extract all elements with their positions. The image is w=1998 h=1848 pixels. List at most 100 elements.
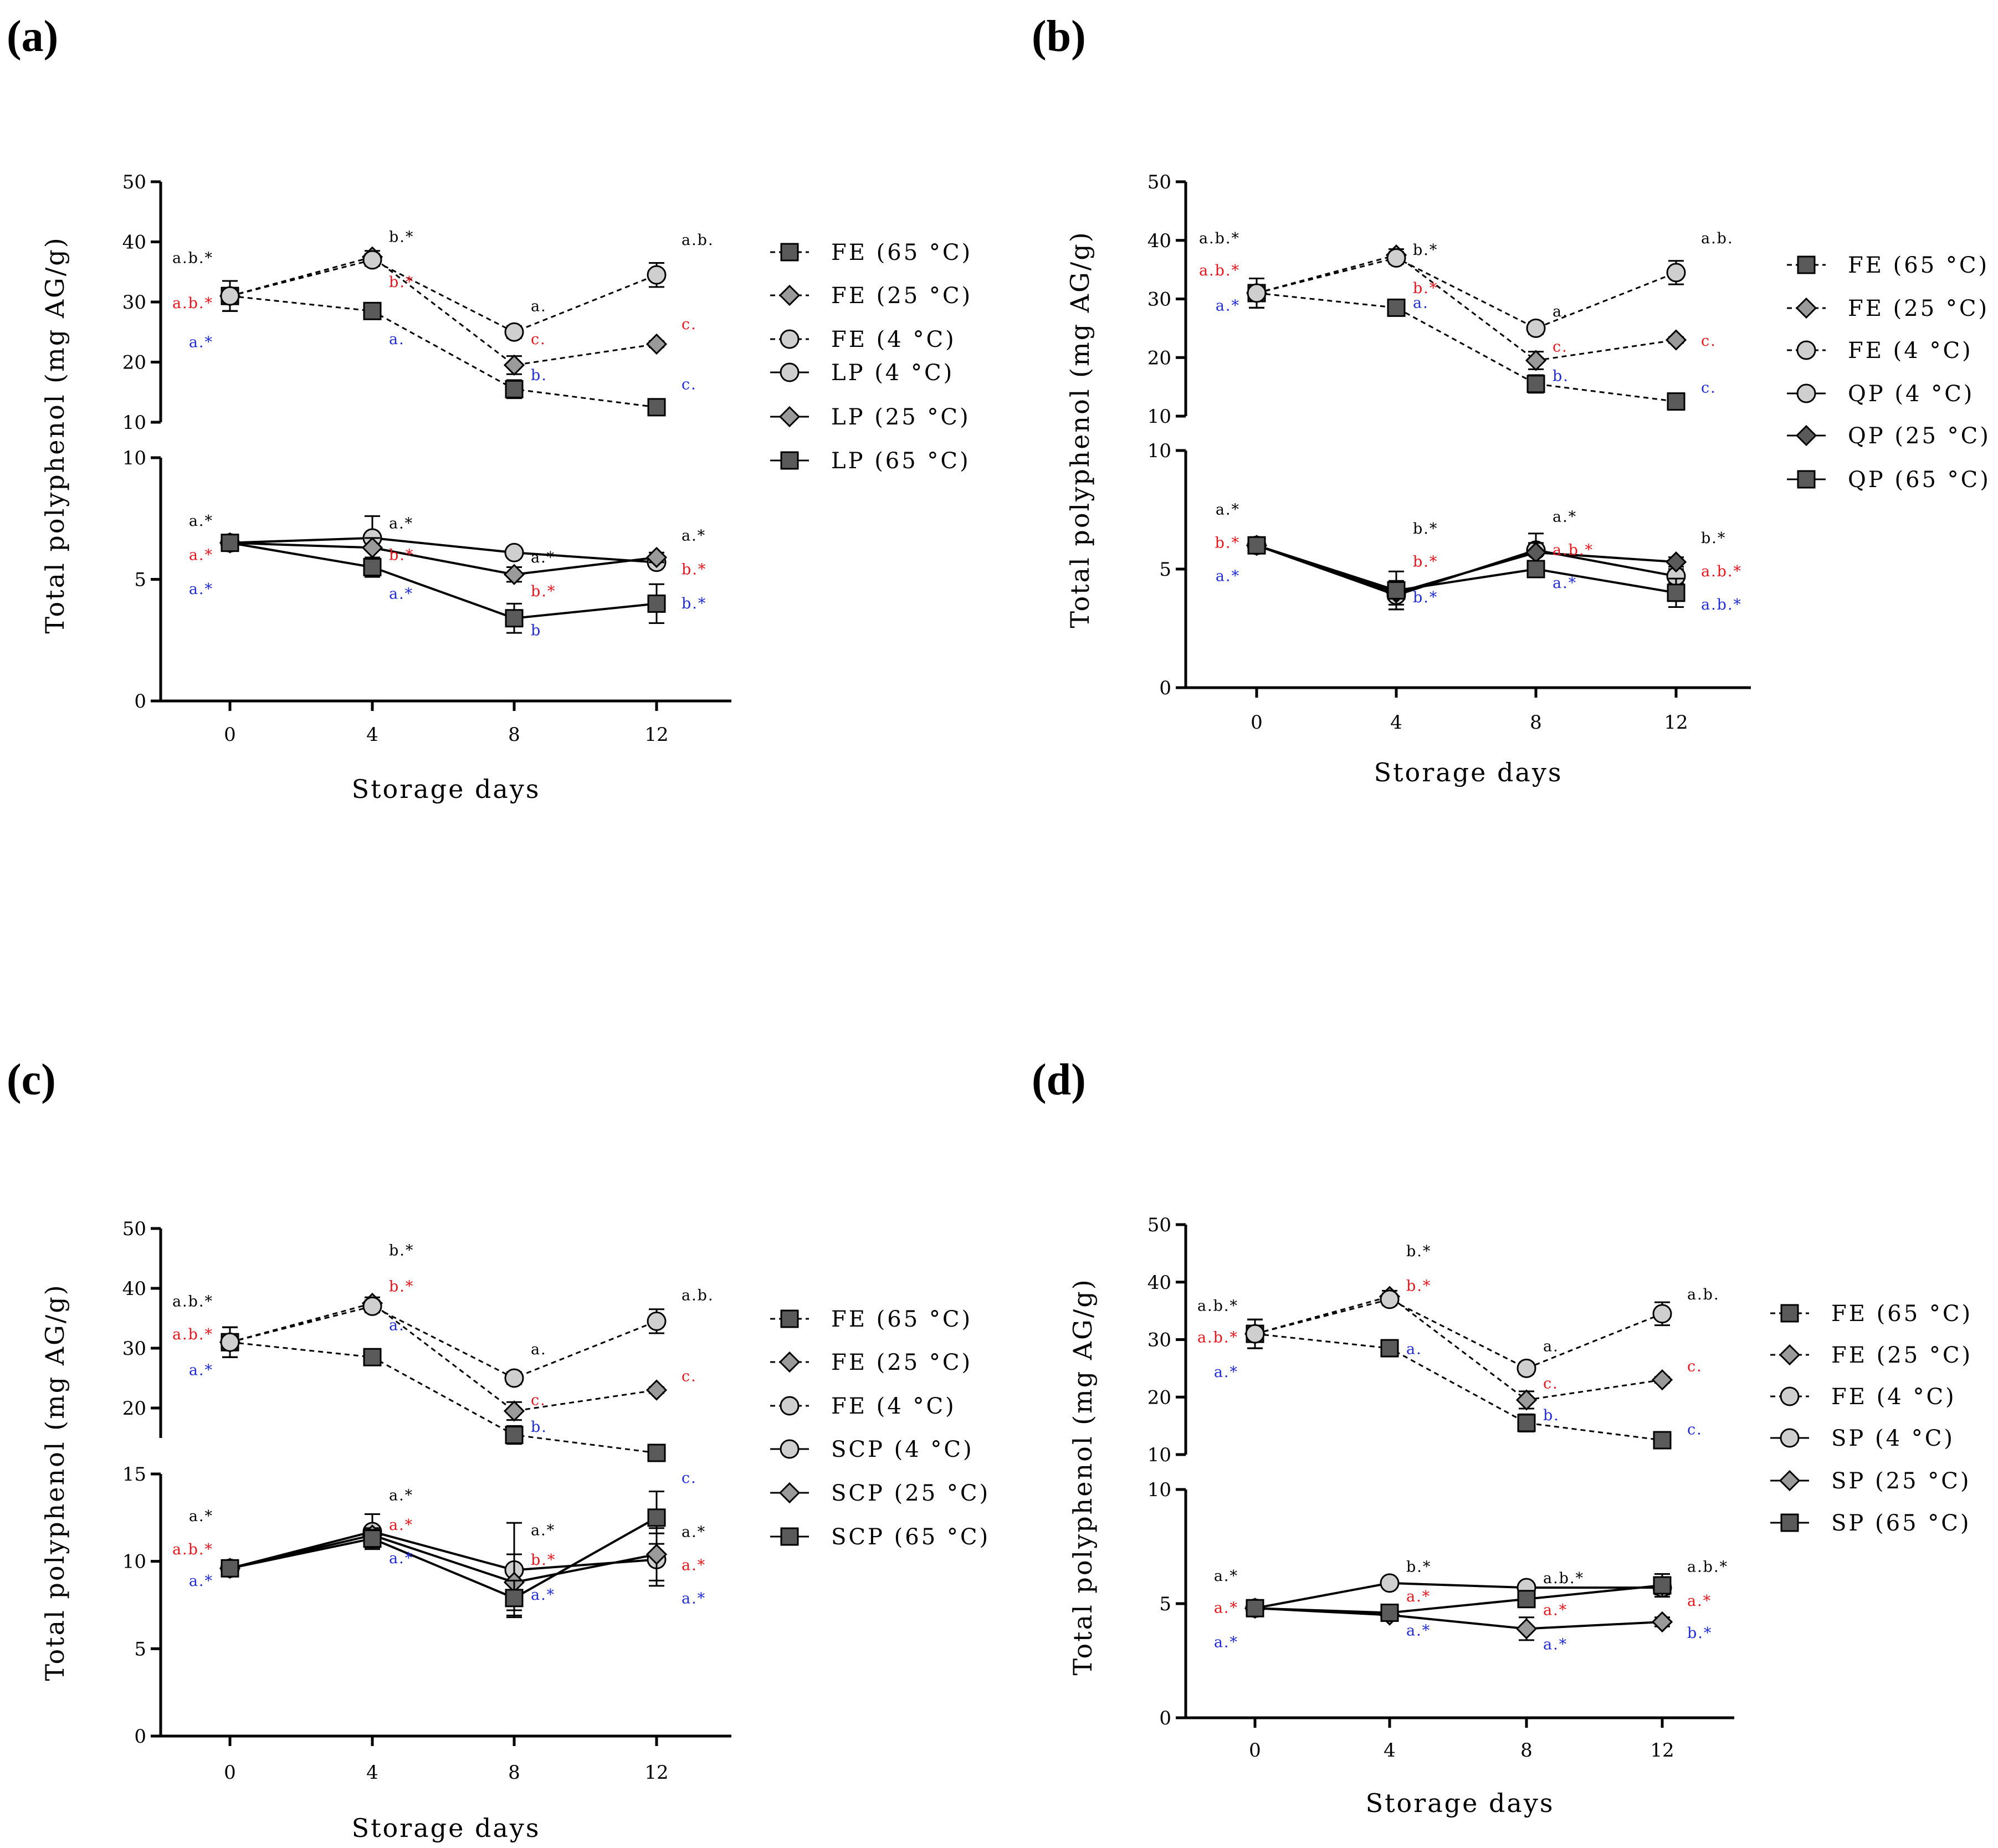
panel-d-annotation-18: a.b.* bbox=[1543, 1570, 1584, 1587]
panel-c-series-fe-25-c-point-2 bbox=[503, 1400, 525, 1422]
panel-d-series-fe-4-c-point-2 bbox=[1517, 1358, 1536, 1378]
panel-d-annotation-4: b.* bbox=[1406, 1277, 1431, 1294]
panel-b-annotation-2: a.* bbox=[1216, 298, 1240, 315]
panel-a-series-lp-25-c-line bbox=[229, 541, 657, 576]
panel-c-series-fe-4-c bbox=[220, 1296, 667, 1388]
panel-a-series-fe-65-c bbox=[221, 280, 666, 417]
panel-d-series-fe-4-c-line bbox=[1254, 1298, 1663, 1370]
panel-b-legend-item-fe-25-c: FE (25 °C) bbox=[1787, 296, 1989, 321]
panel-a-upper-ytick-label-10: 10 bbox=[122, 412, 146, 434]
panel-b-xtick-label-8: 8 bbox=[1530, 711, 1542, 734]
panel-d-legend-item-sp-65-c-label: SP (65 °C) bbox=[1831, 1511, 1971, 1536]
panel-a-series-lp-4-c-line bbox=[229, 536, 657, 564]
panel-d-y-axis-title: Total polyphenol (mg AG/g) bbox=[1068, 1278, 1098, 1675]
panel-a-xtick-label-12: 12 bbox=[644, 724, 668, 746]
panel-d-xtick-label-12: 12 bbox=[1650, 1739, 1674, 1762]
panel-b-series-qp-65-c-point-3 bbox=[1667, 583, 1686, 602]
panel-b-lower-ytick-label-0: 0 bbox=[1159, 677, 1171, 699]
panel-a-lower-ytick-label-10: 10 bbox=[122, 447, 146, 469]
panel-a-series-lp-4-c bbox=[220, 515, 667, 572]
panel-c-annotation-22: a.* bbox=[682, 1557, 706, 1574]
panel-a-legend-item-lp-65-c-marker bbox=[780, 451, 799, 470]
panel-a-annotation-8: b. bbox=[531, 367, 547, 384]
panel-b-series-fe-4-c-point-1 bbox=[1386, 248, 1406, 268]
panel-b-annotation-8: b. bbox=[1553, 368, 1569, 385]
panel-d-annotation-7: c. bbox=[1543, 1375, 1559, 1393]
panel-b-series-fe-4-c-point-2 bbox=[1526, 318, 1546, 338]
panel-c-annotation-14: a.* bbox=[189, 1573, 213, 1590]
panel-c-legend-item-scp-25-c-marker bbox=[778, 1482, 801, 1504]
panel-b-series-fe-4-c-point-3 bbox=[1666, 263, 1686, 283]
panel-b-annotation-23: a.b.* bbox=[1701, 596, 1742, 613]
panel-a-legend-item-fe-65-c: FE (65 °C) bbox=[770, 240, 972, 265]
panel-d-upper-ytick-label-20: 20 bbox=[1147, 1386, 1171, 1409]
panel-a-series-lp-65-c-point-2 bbox=[505, 609, 524, 628]
panel-c: (c) 20 30 40 50 0 5 10 15 0 4 8 12 Storage days Total … bbox=[7, 1056, 988, 1843]
panel-b-series-fe-4-c bbox=[1247, 248, 1686, 338]
panel-a-series-lp-65-c-point-1 bbox=[363, 558, 382, 577]
panel-a-legend-item-fe-4-c: FE (4 °C) bbox=[770, 327, 954, 352]
panel-d-legend-item-fe-4-c-marker bbox=[1780, 1386, 1800, 1406]
panel-d: (d) 10 20 30 40 50 0 5 10 0 4 8 12 Storage days Total … bbox=[1032, 1056, 1971, 1818]
panel-b-x-axis-title: Storage days bbox=[1374, 757, 1563, 787]
panel-b-lower-ytick-label-10: 10 bbox=[1147, 440, 1171, 462]
panel-c-series-fe-25-c-line bbox=[229, 1302, 657, 1412]
panel-a-annotation-13: a.* bbox=[189, 546, 213, 564]
panel-b-series-qp-65-c-point-2 bbox=[1526, 560, 1545, 579]
panel-c-annotation-7: c. bbox=[531, 1392, 546, 1409]
panel-d-series-sp-25-c-point-3 bbox=[1651, 1611, 1673, 1633]
panel-c-label: (c) bbox=[7, 1056, 56, 1104]
panel-a: (a) 10 20 30 40 50 0 5 10 0 4 8 12 Storage days Total … bbox=[7, 12, 972, 804]
panel-a-legend-item-lp-65-c-label: LP (65 °C) bbox=[831, 448, 971, 474]
panel-b: (b) 10 20 30 40 50 0 5 10 0 4 8 12 Storage days Total … bbox=[1032, 12, 1989, 787]
panel-b-legend-item-fe-25-c-label: FE (25 °C) bbox=[1848, 296, 1989, 321]
panel-c-lower-ytick-label-0: 0 bbox=[134, 1726, 146, 1748]
panel-d-legend-item-fe-65-c-marker bbox=[1780, 1304, 1799, 1323]
panel-c-annotation-10: c. bbox=[682, 1368, 697, 1385]
panel-d-annotation-8: b. bbox=[1543, 1407, 1560, 1424]
panel-c-upper-ytick-label-50: 50 bbox=[122, 1218, 146, 1240]
panel-c-annotation-2: a.* bbox=[189, 1362, 213, 1379]
panel-a-lower-ytick-label-0: 0 bbox=[134, 690, 146, 713]
panel-a-upper-ytick-label-40: 40 bbox=[122, 232, 146, 254]
panel-a-annotation-15: a.* bbox=[389, 515, 413, 532]
panel-a-annotation-14: a.* bbox=[189, 581, 213, 598]
panel-b-annotation-12: a.* bbox=[1216, 501, 1240, 519]
panel-c-annotation-13: a.b.* bbox=[172, 1541, 213, 1558]
panel-b-lower-ytick-label-5: 5 bbox=[1159, 559, 1171, 581]
panel-a-legend-item-fe-65-c-label: FE (65 °C) bbox=[831, 240, 972, 265]
panel-c-annotation-21: a.* bbox=[682, 1524, 706, 1541]
panel-a-annotation-7: c. bbox=[531, 331, 546, 348]
panel-d-series-sp-4-c-line bbox=[1254, 1581, 1662, 1610]
panel-c-annotation-5: a. bbox=[389, 1317, 405, 1334]
panel-d-upper-ytick-label-10: 10 bbox=[1147, 1444, 1171, 1466]
panel-a-series-fe-25-c bbox=[219, 246, 668, 376]
panel-a-annotation-2: a.* bbox=[189, 334, 213, 351]
panel-b-series-fe-65-c-point-3 bbox=[1667, 392, 1686, 411]
panel-b-series-qp-25-c bbox=[1246, 535, 1687, 606]
panel-b-annotation-4: b.* bbox=[1413, 280, 1438, 297]
panel-d-annotation-17: a.* bbox=[1406, 1622, 1431, 1640]
panel-b-series-fe-65-c bbox=[1247, 277, 1686, 411]
panel-d-series-sp-65-c bbox=[1246, 1573, 1672, 1622]
panel-d-xtick-label-4: 4 bbox=[1384, 1739, 1396, 1762]
panel-c-legend-item-scp-4-c-label: SCP (4 °C) bbox=[831, 1437, 974, 1462]
panel-c-series-scp-65-c bbox=[221, 1491, 666, 1616]
panel-c-x-axis-title: Storage days bbox=[352, 1813, 541, 1843]
panel-a-series-fe-25-c-line bbox=[229, 255, 657, 366]
panel-c-legend-item-fe-4-c: FE (4 °C) bbox=[770, 1394, 954, 1419]
panel-b-annotation-17: b.* bbox=[1413, 589, 1438, 606]
panel-d-legend-item-fe-25-c: FE (25 °C) bbox=[1770, 1343, 1970, 1368]
panel-c-annotation-15: a.* bbox=[389, 1487, 413, 1504]
panel-a-legend: FE (65 °C) FE (25 °C) FE (4 °C) LP (4 °C) LP… bbox=[770, 240, 972, 474]
panel-d-legend-item-sp-4-c: SP (4 °C) bbox=[1770, 1426, 1953, 1451]
panel-a-xtick-label-8: 8 bbox=[508, 724, 520, 746]
panel-b-series-qp-65-c bbox=[1247, 536, 1686, 611]
panel-a-label: (a) bbox=[7, 12, 58, 61]
panel-d-annotation-16: a.* bbox=[1406, 1588, 1431, 1605]
panel-a-legend-item-fe-25-c: FE (25 °C) bbox=[770, 283, 970, 309]
panel-a-annotation-16: b.* bbox=[389, 546, 414, 564]
panel-b-legend-item-qp-65-c: QP (65 °C) bbox=[1787, 467, 1989, 493]
panel-c-annotation-3: b.* bbox=[389, 1242, 414, 1260]
panel-a-upper-ytick-label-50: 50 bbox=[122, 171, 146, 193]
